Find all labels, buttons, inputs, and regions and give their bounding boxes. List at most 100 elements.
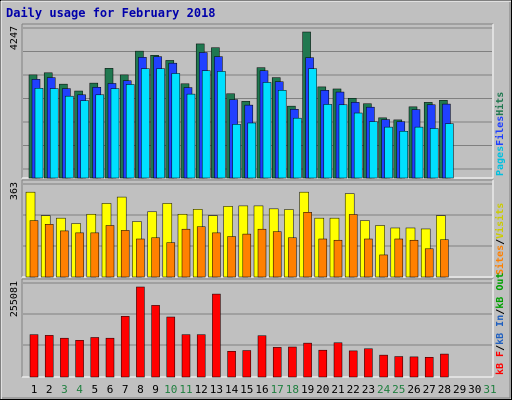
bar-kb-f-day-2 (44, 335, 54, 378)
legend-item: kB In (495, 315, 506, 345)
bar-pages-day-12 (201, 70, 211, 179)
bar-pages-day-1 (34, 88, 44, 179)
bar-pages-day-3 (65, 95, 74, 179)
y-max-label-kbytes: 255081 (9, 281, 20, 317)
bar-sites-day-26 (409, 239, 419, 278)
bar-sites-day-3 (60, 230, 69, 278)
bar-kb-f-day-16 (257, 335, 267, 378)
bar-kb-f-day-17 (272, 347, 282, 378)
bar-kb-f-day-21 (333, 342, 343, 378)
panel-usage: 4247 PagesFilesHits (9, 23, 506, 179)
bar-pages-day-13 (217, 71, 226, 179)
bar-sites-day-25 (394, 238, 404, 278)
bar-kb-f-day-23 (364, 348, 373, 378)
bar-kb-f-day-12 (196, 334, 206, 378)
bar-sites-day-14 (227, 236, 236, 278)
bar-sites-day-21 (333, 239, 343, 278)
bar-kb-f-day-5 (90, 337, 100, 378)
chart-panels: 4247 PagesFilesHits 363 Sites / Visits 255081 k… (9, 23, 506, 378)
bar-pages-day-28 (445, 123, 454, 179)
x-tick-label-day-7: 7 (122, 383, 129, 396)
bar-pages-day-10 (171, 73, 181, 179)
x-tick-label-day-16: 16 (255, 383, 268, 396)
bar-pages-day-7 (125, 84, 135, 179)
bar-sites-day-24 (379, 254, 388, 278)
bar-pages-day-25 (399, 130, 409, 179)
legend-usage: PagesFilesHits (494, 92, 506, 176)
legend-item: / (495, 345, 506, 351)
bar-pages-day-4 (80, 100, 89, 179)
legend-item: Sites (494, 245, 506, 275)
bar-sites-day-17 (272, 231, 282, 278)
x-axis-labels: 1 2 3 4 5 6 7 8 9 10 11 12 13 14 15 16 17 18 19 20 21 22 23 24 2… (31, 383, 497, 396)
bar-pages-day-27 (429, 128, 439, 179)
legend-item: kB F (495, 351, 506, 375)
bar-kb-f-day-20 (318, 349, 328, 378)
bar-kb-f-day-24 (379, 354, 388, 378)
bar-sites-day-11 (181, 228, 191, 278)
bar-kb-f-day-28 (440, 353, 449, 378)
x-tick-label-day-13: 13 (210, 383, 223, 396)
x-tick-label-day-14: 14 (225, 383, 239, 396)
x-tick-label-day-17: 17 (271, 383, 284, 396)
bar-pages-day-17 (277, 90, 287, 179)
legend-item: Hits (494, 92, 506, 116)
bar-sites-day-15 (242, 233, 252, 278)
x-tick-label-day-10: 10 (164, 383, 177, 396)
x-tick-label-day-23: 23 (362, 383, 375, 396)
x-tick-label-day-29: 29 (453, 383, 466, 396)
panel-visits: 363 Sites/Visits (9, 179, 506, 278)
legend-item: Pages (495, 146, 506, 176)
bar-kb-f-day-4 (75, 340, 84, 378)
bar-sites-day-13 (212, 232, 221, 278)
x-tick-label-day-6: 6 (107, 383, 114, 396)
x-tick-label-day-9: 9 (152, 383, 159, 396)
bar-pages-day-21 (338, 104, 348, 179)
x-tick-label-day-15: 15 (240, 383, 253, 396)
bar-sites-day-4 (75, 232, 84, 278)
y-max-label-usage: 4247 (9, 26, 20, 50)
bar-pages-day-11 (186, 93, 196, 179)
y-max-label-visits: 363 (9, 182, 20, 200)
bar-kb-f-day-13 (212, 293, 221, 378)
bar-sites-day-27 (424, 248, 434, 278)
x-tick-label-day-27: 27 (423, 383, 436, 396)
x-tick-label-day-12: 12 (195, 383, 208, 396)
bar-sites-day-9 (151, 237, 160, 278)
bar-sites-day-18 (288, 237, 297, 278)
legend-item: kB Out (495, 273, 506, 309)
x-tick-label-day-2: 2 (46, 383, 53, 396)
chart-title: Daily usage for February 2018 (6, 6, 216, 20)
legend-kbytes: kB F/kB In/kB Out (495, 273, 506, 375)
bar-kb-f-day-19 (303, 342, 312, 378)
bar-pages-day-15 (247, 122, 257, 179)
bar-sites-day-20 (318, 238, 328, 278)
bar-pages-day-26 (414, 126, 424, 179)
bar-sites-day-7 (120, 230, 130, 278)
x-tick-label-day-31: 31 (483, 383, 496, 396)
x-tick-label-day-26: 26 (407, 383, 420, 396)
bar-kb-f-day-7 (120, 316, 130, 378)
x-tick-label-day-28: 28 (438, 383, 451, 396)
legend-item: Visits (494, 203, 506, 239)
bar-kb-f-day-25 (394, 356, 404, 378)
x-tick-label-day-20: 20 (316, 383, 329, 396)
bar-pages-day-18 (293, 117, 302, 179)
legend-item: Files (494, 116, 506, 146)
bar-sites-day-12 (196, 226, 206, 278)
bar-pages-day-23 (369, 121, 378, 179)
legend-item: / (495, 309, 506, 315)
bar-pages-day-22 (353, 112, 363, 179)
bar-kb-f-day-8 (136, 286, 145, 378)
x-tick-label-day-22: 22 (347, 383, 360, 396)
bar-kb-f-day-3 (60, 337, 69, 378)
x-tick-label-day-18: 18 (286, 383, 299, 396)
bar-kb-f-day-18 (288, 346, 297, 378)
bar-sites-day-5 (90, 232, 100, 278)
bar-pages-day-8 (141, 68, 150, 179)
bar-kb-f-day-11 (181, 334, 191, 378)
bar-sites-day-16 (257, 228, 267, 278)
bar-kb-f-day-15 (242, 350, 252, 378)
